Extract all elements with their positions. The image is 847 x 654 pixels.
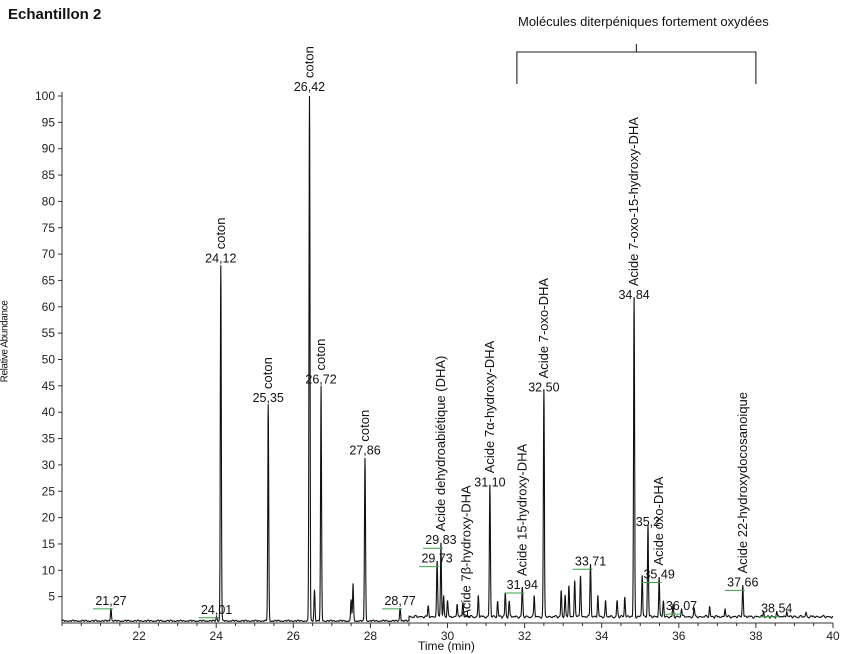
y-tick-label: 75: [42, 221, 56, 235]
chromatogram-trace: [61, 95, 834, 623]
peak-label: 29,73: [421, 552, 452, 566]
page-title: Echantillon 2: [8, 6, 102, 23]
peak-label: 29,83: [425, 533, 456, 547]
peak-label: 31,94: [507, 578, 538, 592]
peak-label: 37,66: [727, 575, 758, 589]
peak-annotation: Acide 7α-hydroxy-DHA: [482, 340, 497, 473]
peak-label: 31,10: [474, 475, 505, 489]
peak-annotation: coton: [213, 217, 228, 249]
y-tick-label: 55: [42, 326, 56, 340]
y-tick-label: 30: [42, 458, 56, 472]
peak-label: 27,86: [349, 444, 380, 458]
peak-label: 34,84: [618, 288, 649, 302]
x-tick-label: 26: [287, 629, 301, 643]
peak-label: 33,71: [575, 554, 606, 568]
bracket: [516, 44, 757, 84]
peak-annotation: Acide 15-hydroxy-DHA: [514, 443, 529, 576]
x-tick-label: 34: [595, 629, 609, 643]
y-tick-label: 70: [42, 247, 56, 261]
y-tick-label: 40: [42, 405, 56, 419]
x-tick-label: 36: [672, 629, 686, 643]
peak-label: 26,42: [294, 80, 325, 94]
peak-label: 35,2: [636, 515, 660, 529]
x-tick-label: 32: [518, 629, 532, 643]
x-tick-label: 40: [826, 629, 840, 643]
peak-label: 32,50: [528, 380, 559, 394]
y-tick-label: 25: [42, 484, 56, 498]
y-tick-label: 80: [42, 194, 56, 208]
peak-annotation: coton: [301, 46, 316, 78]
y-tick-label: 95: [42, 115, 56, 129]
y-tick-label: 65: [42, 273, 56, 287]
peak-annotation: coton: [357, 410, 372, 442]
y-tick-label: 20: [42, 511, 56, 525]
x-tick-label: 30: [441, 629, 455, 643]
x-tick-label: 38: [749, 629, 763, 643]
y-tick-label: 35: [42, 432, 56, 446]
peak-annotation: Acide 7-oxo-DHA: [536, 278, 551, 379]
y-tick-label: 60: [42, 300, 56, 314]
peak-label: 35,49: [643, 567, 674, 581]
y-tick-label: 50: [42, 353, 56, 367]
y-tick-label: 10: [42, 563, 56, 577]
x-axis-label: Time (min): [418, 639, 475, 653]
peak-label: 26,72: [305, 372, 336, 386]
peak-annotation: Acide 7-oxo-15-hydroxy-DHA: [626, 117, 641, 286]
peak-label: 28,77: [384, 594, 415, 608]
y-tick-label: 5: [48, 590, 55, 604]
x-tick-label: 24: [210, 629, 224, 643]
peak-annotation: Acide oxo-DHA: [651, 476, 666, 565]
peak-annotation: Acide 22-hydroxydocosanoique: [735, 392, 750, 573]
peak-label: 21,27: [95, 594, 126, 608]
bracket-label: Molécules diterpéniques fortement oxydée…: [518, 14, 769, 29]
peak-label: 24,01: [201, 603, 232, 617]
x-tick-label: 22: [132, 629, 146, 643]
y-tick-label: 85: [42, 168, 56, 182]
peak-annotation: Acide dehydroabiétique (DHA): [433, 356, 448, 532]
y-tick-label: 15: [42, 537, 56, 551]
peak-label: 38,54: [761, 602, 792, 616]
peak-annotation: coton: [313, 339, 328, 371]
y-tick-label: 90: [42, 142, 56, 156]
peak-label: 24,12: [205, 251, 236, 265]
peak-label: 36,07: [666, 599, 697, 613]
peak-label: 25,35: [253, 391, 284, 405]
y-tick-label: 45: [42, 379, 56, 393]
y-tick-label: 100: [35, 89, 55, 103]
extra-annotation: Acide 7β-hydroxy-DHA: [459, 485, 474, 618]
peak-annotation: coton: [260, 357, 275, 389]
x-tick-label: 28: [364, 629, 378, 643]
